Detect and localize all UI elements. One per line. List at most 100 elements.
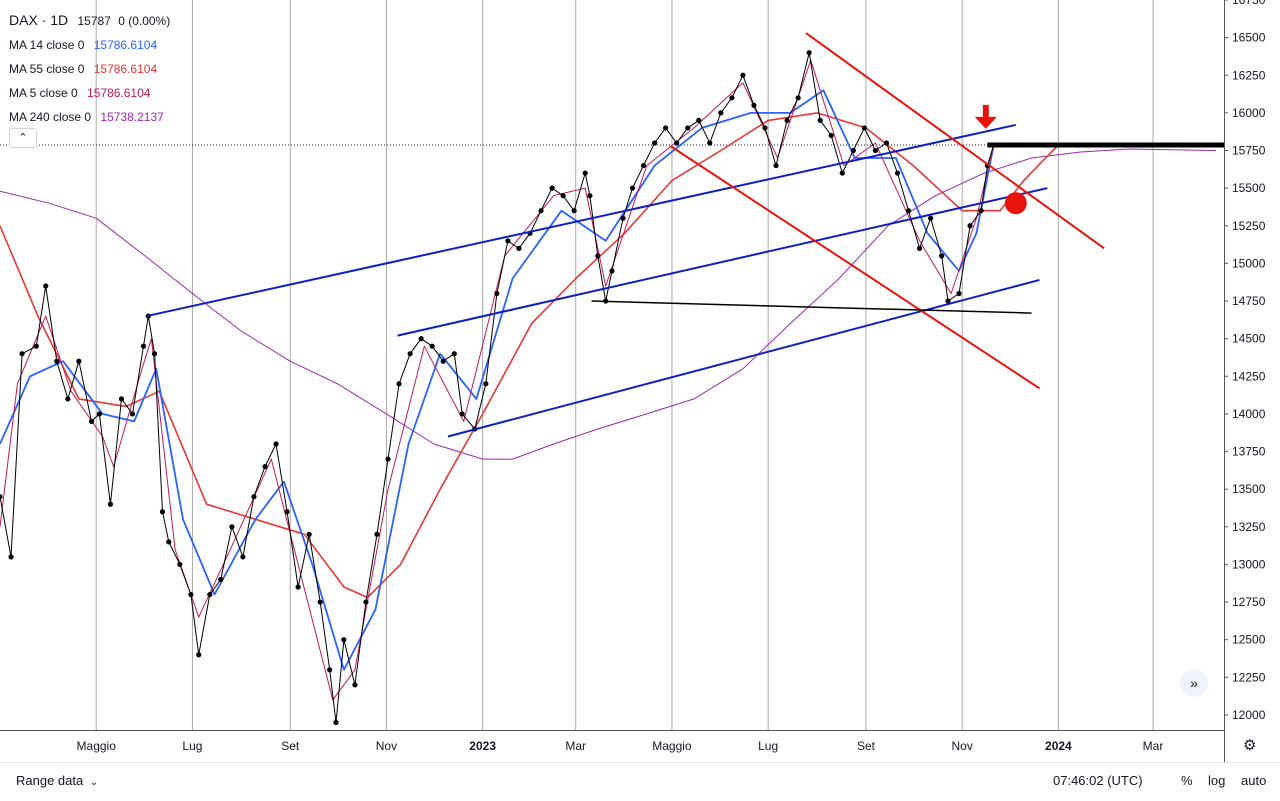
price-point xyxy=(916,245,923,251)
price-point xyxy=(740,72,746,78)
ma55-line xyxy=(0,112,1059,599)
price-point xyxy=(905,208,912,214)
ma5-line xyxy=(0,59,995,701)
x-tick-label: Nov xyxy=(951,739,972,753)
price-point xyxy=(894,170,901,176)
y-tick-label: 15500 xyxy=(1232,181,1266,195)
y-tick-label: 15250 xyxy=(1232,219,1266,233)
price-point xyxy=(0,494,3,500)
price-point xyxy=(8,554,14,560)
y-tick-label: 12750 xyxy=(1232,595,1266,609)
time-axis[interactable]: Maggio Lug Set Nov 2023 Mar Maggio Lug Set Nov 202… xyxy=(0,730,1224,754)
legend-ma14[interactable]: MA 14 close 0 15786.6104 xyxy=(9,33,170,57)
x-tick-label: Lug xyxy=(758,739,778,753)
price-point xyxy=(850,147,856,154)
x-tick-label: 2024 xyxy=(1045,739,1072,753)
y-tick-label: 14000 xyxy=(1232,407,1266,421)
ma5-value: 15786.6104 xyxy=(87,86,151,100)
x-tick-label: Set xyxy=(857,739,876,753)
price-point xyxy=(861,125,867,131)
clock[interactable]: 07:46:02 (UTC) xyxy=(1053,773,1143,788)
price-point xyxy=(817,117,823,124)
price-point xyxy=(385,456,391,462)
log-toggle[interactable]: log xyxy=(1208,773,1226,788)
y-tick-label: 12250 xyxy=(1232,670,1266,684)
price-point xyxy=(88,418,95,425)
price-axis-bg xyxy=(1224,0,1280,762)
price-point xyxy=(751,102,757,108)
chevron-up-icon: ⌃ xyxy=(18,132,28,144)
ma5-name: MA 5 close 0 xyxy=(9,86,78,100)
price-point xyxy=(440,358,446,364)
price-point xyxy=(333,719,339,726)
y-tick-label: 14500 xyxy=(1232,332,1266,346)
legend-ma55[interactable]: MA 55 close 0 15786.6104 xyxy=(9,57,170,81)
black-trendline[interactable] xyxy=(591,300,1032,314)
price-point xyxy=(240,554,246,560)
y-tick-label: 14750 xyxy=(1232,294,1266,308)
y-tick-label: 14250 xyxy=(1232,369,1266,383)
legend-ma5[interactable]: MA 5 close 0 15786.6104 xyxy=(9,81,170,105)
x-tick-label: Mar xyxy=(1143,739,1164,753)
price-point xyxy=(516,245,522,251)
x-tick-label: Maggio xyxy=(77,739,117,753)
last-value: 15787 xyxy=(77,14,111,28)
chart-area[interactable]: 12000 12250 12500 12750 13000 13250 13500 13750… xyxy=(0,0,1280,762)
legend: DAX · 1D 15787 0 (0.00%) MA 14 close 0 1… xyxy=(9,8,170,129)
price-point xyxy=(374,531,380,537)
price-point xyxy=(587,193,593,199)
chart-settings-button[interactable]: ⚙ xyxy=(1243,736,1256,754)
price-point xyxy=(262,463,268,470)
red-trendline[interactable] xyxy=(669,145,1041,390)
price-point xyxy=(65,396,71,402)
y-tick-label: 16250 xyxy=(1232,68,1266,82)
y-tick-label: 12500 xyxy=(1232,633,1266,647)
down-arrow-icon[interactable] xyxy=(974,104,997,129)
price-point xyxy=(396,381,402,387)
y-tick-label: 13500 xyxy=(1232,482,1266,496)
price-point xyxy=(407,351,413,357)
price-point xyxy=(806,50,812,56)
symbol-title[interactable]: DAX · 1D xyxy=(9,12,69,28)
blue-trendline[interactable] xyxy=(146,123,1017,318)
y-tick-label: 16500 xyxy=(1232,31,1266,45)
price-point xyxy=(620,215,626,221)
scroll-to-realtime-button[interactable]: » xyxy=(1180,669,1208,697)
legend-ma240[interactable]: MA 240 close 0 15738.2137 xyxy=(9,105,170,129)
red-dot-marker[interactable] xyxy=(1004,192,1027,215)
y-tick-label: 13000 xyxy=(1232,557,1266,571)
price-point xyxy=(273,441,279,447)
price-axis[interactable]: 12000 12250 12500 12750 13000 13250 13500 13750… xyxy=(1224,0,1280,762)
price-point xyxy=(718,110,724,116)
price-point xyxy=(188,591,194,598)
price-point xyxy=(663,125,669,131)
price-point xyxy=(352,682,358,688)
change-value: 0 (0.00%) xyxy=(118,14,171,28)
price-point xyxy=(560,193,566,199)
price-point xyxy=(494,290,500,297)
price-point xyxy=(828,132,834,139)
x-tick-label: Nov xyxy=(376,739,397,753)
ma55-value: 15786.6104 xyxy=(93,62,158,76)
blue-trendline[interactable] xyxy=(447,278,1040,438)
percent-toggle[interactable]: % xyxy=(1181,773,1193,788)
price-point xyxy=(795,95,801,101)
price-point xyxy=(939,253,945,259)
y-tick-label: 13250 xyxy=(1232,520,1266,534)
gear-icon: ⚙ xyxy=(1243,737,1257,754)
auto-toggle[interactable]: auto xyxy=(1241,773,1267,788)
legend-collapse-button[interactable]: ⌃ xyxy=(9,128,37,148)
price-point xyxy=(118,396,125,402)
blue-trendline[interactable] xyxy=(397,187,1048,337)
price-point xyxy=(129,411,136,417)
y-tick-label: 16000 xyxy=(1232,106,1266,120)
ma14-value: 15786.6104 xyxy=(93,38,158,52)
price-point xyxy=(459,411,465,417)
red-trendline[interactable] xyxy=(805,32,1105,250)
price-point xyxy=(43,283,49,289)
y-tick-label: 13750 xyxy=(1232,445,1266,459)
range-data-button[interactable]: Range data ⌄ xyxy=(16,773,98,788)
y-tick-label: 16750 xyxy=(1232,0,1266,7)
chevron-down-icon: ⌄ xyxy=(89,777,99,788)
x-tick-label: Mar xyxy=(565,739,586,753)
